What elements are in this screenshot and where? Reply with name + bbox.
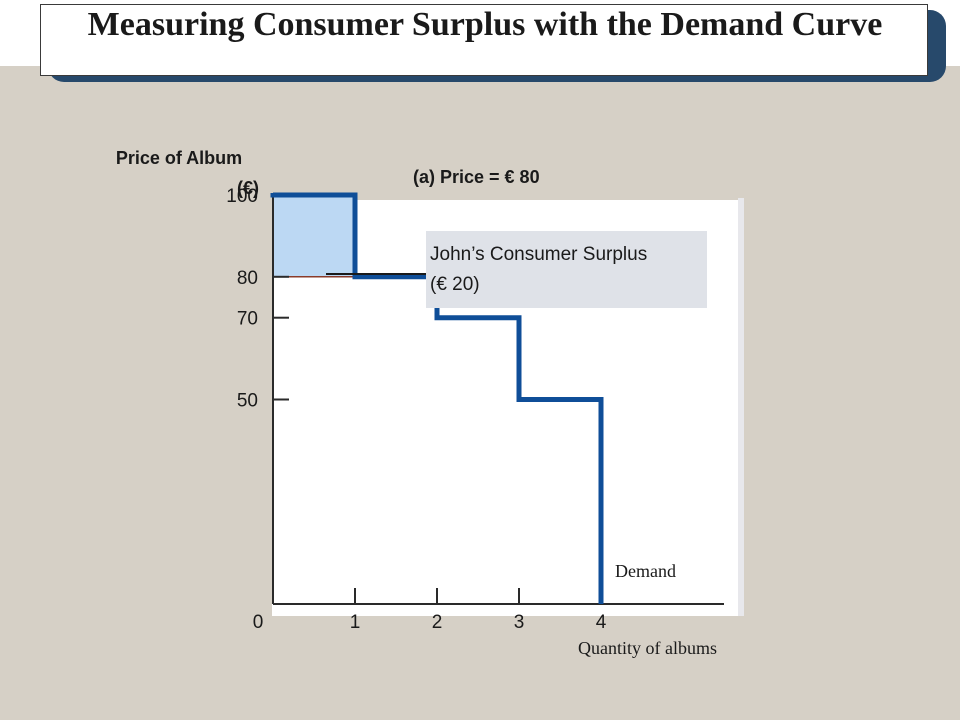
surplus-label-line1: John’s Consumer Surplus: [430, 244, 647, 265]
y-tick-label-50: 50: [237, 391, 258, 412]
chart-title: (a) Price = € 80: [413, 167, 540, 187]
surplus-layer: [273, 195, 355, 278]
tick-layer: 100 80 70 50 1 2 3 4: [226, 186, 606, 633]
y-tick-label-80: 80: [237, 268, 258, 289]
surplus-label-line2: (€ 20): [430, 274, 480, 295]
surplus-annotation-box: [426, 231, 707, 308]
x-axis-label: Quantity of albums: [578, 638, 717, 658]
x-tick-label-1: 1: [350, 612, 361, 633]
x-tick-label-2: 2: [432, 612, 443, 633]
origin-label: 0: [253, 612, 264, 633]
title-box: Measuring Consumer Surplus with the Dema…: [40, 4, 928, 76]
demand-label: Demand: [615, 561, 676, 581]
plot-panel-edge: [738, 198, 744, 616]
slide-title: Measuring Consumer Surplus with the Dema…: [87, 6, 883, 43]
y-tick-label-70: 70: [237, 309, 258, 330]
x-tick-label-4: 4: [596, 612, 607, 633]
surplus-area-1: [273, 195, 355, 277]
y-tick-label-100: 100: [226, 186, 258, 207]
x-tick-label-3: 3: [514, 612, 525, 633]
y-axis-label-line2: (€): [237, 178, 259, 198]
y-axis-label-line1: Price of Album: [116, 148, 242, 168]
